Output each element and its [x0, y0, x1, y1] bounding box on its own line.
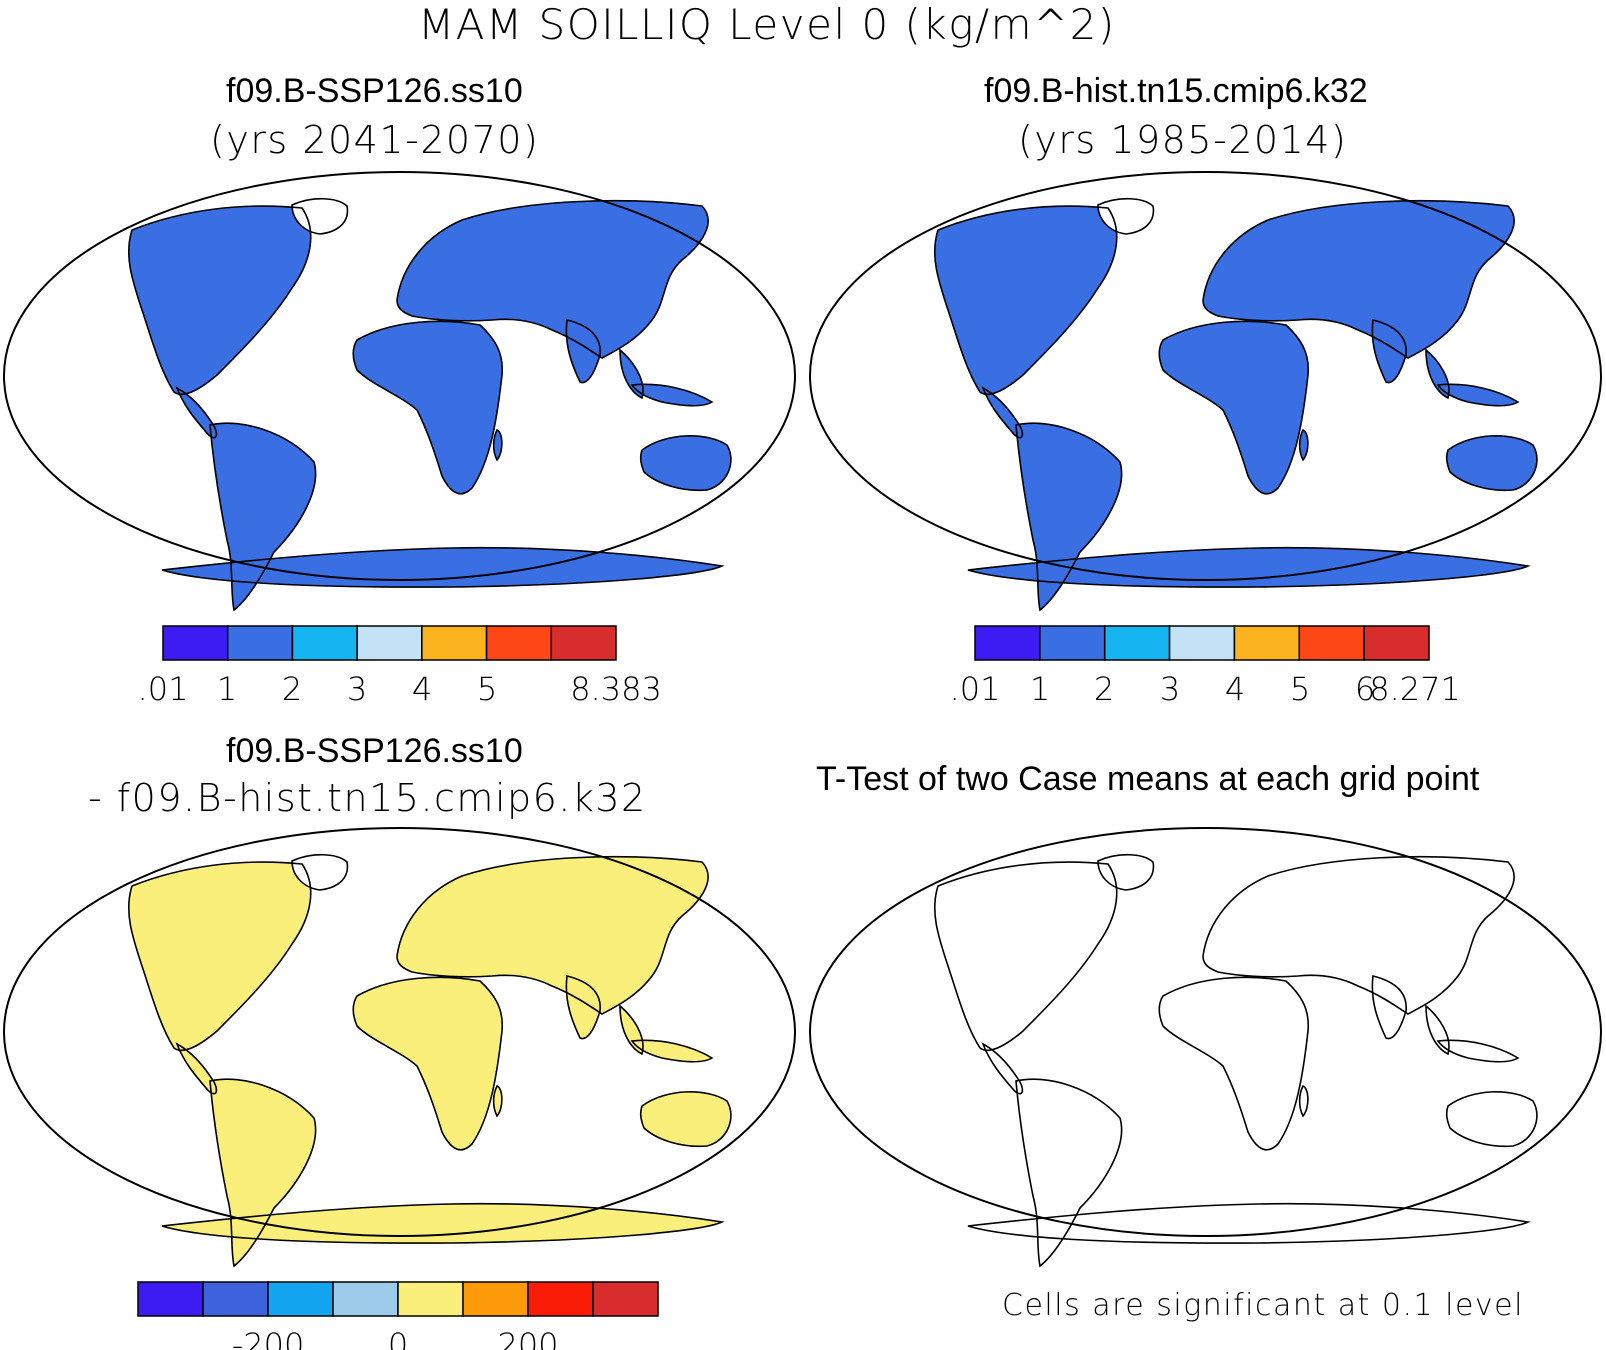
case1-subtitle: (yrs 2041-2070) [210, 118, 540, 162]
case2-subtitle: (yrs 1985-2014) [1018, 118, 1348, 162]
difference-colorbar-swatch-6 [527, 1281, 594, 1317]
case1-colorbar-swatch-6 [550, 625, 617, 661]
case1-colorbar: .01 1 2 3 4 5 8.383 [138, 625, 662, 708]
difference-colorbar: -200 0 200 [137, 1281, 659, 1350]
panel-case2-map [809, 171, 1602, 611]
difference-subtitle: - f09.B-hist.tn15.cmip6.k32 [88, 776, 647, 820]
case2-colorbar-swatch-6 [1363, 625, 1430, 661]
difference-colorbar-label-0: -200 [232, 1326, 305, 1350]
case2-colorbar-label-5: 5 [1290, 670, 1310, 708]
case1-colorbar-label-4: 4 [412, 670, 432, 708]
panel-difference-map [3, 827, 796, 1267]
case1-colorbar-swatch-2 [291, 625, 358, 661]
difference-colorbar-label-1: 0 [388, 1326, 408, 1350]
case2-title: f09.B-hist.tn15.cmip6.k32 [984, 72, 1368, 110]
case2-colorbar-swatch-1 [1039, 625, 1106, 661]
case2-colorbar-swatch-4 [1233, 625, 1301, 661]
panel-case1-map [3, 171, 796, 611]
difference-colorbar-swatch-2 [267, 1281, 334, 1317]
case1-colorbar-label-1: 1 [217, 670, 237, 708]
case2-colorbar-label-1: 1 [1030, 670, 1050, 708]
case1-colorbar-label-3: 3 [347, 670, 367, 708]
difference-colorbar-label-2: 200 [497, 1326, 558, 1350]
case1-colorbar-label-5: 5 [477, 670, 497, 708]
case1-colorbar-swatch-4 [421, 625, 488, 661]
case2-colorbar: .01 1 2 3 4 5 68.271 [950, 625, 1461, 708]
case2-colorbar-swatch-0 [974, 625, 1041, 661]
difference-colorbar-swatch-0 [137, 1281, 204, 1317]
case2-colorbar-swatch-3 [1168, 625, 1236, 661]
case2-colorbar-swatch-2 [1103, 625, 1171, 661]
case2-colorbar-label-2: 2 [1094, 670, 1114, 708]
figure-title: MAM SOILLIQ Level 0 (kg/m^2) [418, 0, 1116, 49]
case1-title: f09.B-SSP126.ss10 [226, 72, 523, 110]
case2-colorbar-label-6: 6 [1355, 670, 1375, 708]
difference-colorbar-swatch-7 [592, 1281, 659, 1317]
significance-note: Cells are significant at 0.1 level [1002, 1288, 1524, 1323]
case2-colorbar-swatch-5 [1298, 625, 1365, 661]
panel-ttest-map [809, 827, 1602, 1267]
difference-colorbar-swatch-1 [202, 1281, 269, 1317]
case2-colorbar-label-0: .01 [950, 670, 1001, 708]
difference-title: f09.B-SSP126.ss10 [226, 732, 523, 770]
case1-colorbar-label-0: .01 [138, 670, 189, 708]
case1-colorbar-swatch-0 [162, 625, 229, 661]
difference-colorbar-swatch-5 [462, 1281, 529, 1317]
difference-colorbar-swatch-3 [332, 1281, 399, 1317]
ttest-title: T-Test of two Case means at each grid po… [816, 760, 1480, 798]
case1-colorbar-swatch-3 [356, 625, 423, 661]
case2-colorbar-label-4: 4 [1225, 670, 1245, 708]
case2-colorbar-label-7: 8.271 [1369, 670, 1461, 708]
difference-colorbar-swatch-4 [397, 1281, 464, 1317]
case1-colorbar-swatch-5 [485, 625, 553, 661]
case1-colorbar-label-6: 8.383 [570, 670, 662, 708]
case2-colorbar-label-3: 3 [1160, 670, 1180, 708]
case1-colorbar-label-2: 2 [282, 670, 302, 708]
case1-colorbar-swatch-1 [226, 625, 294, 661]
